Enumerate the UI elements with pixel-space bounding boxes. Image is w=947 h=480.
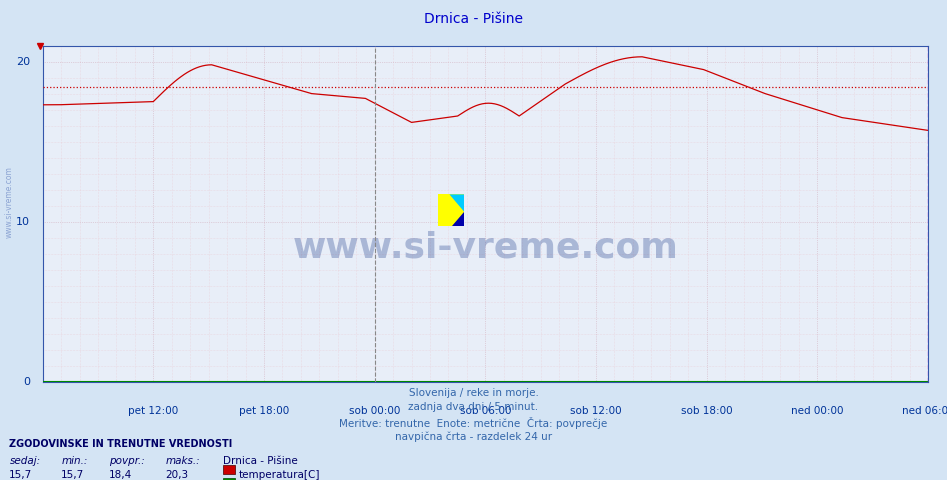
Text: min.:: min.:	[62, 456, 88, 467]
Text: Meritve: trenutne  Enote: metrične  Črta: povprečje: Meritve: trenutne Enote: metrične Črta: …	[339, 417, 608, 429]
Polygon shape	[450, 194, 464, 212]
Text: navpična črta - razdelek 24 ur: navpična črta - razdelek 24 ur	[395, 431, 552, 442]
Text: sob 12:00: sob 12:00	[570, 406, 622, 416]
Text: sob 06:00: sob 06:00	[459, 406, 511, 416]
Text: Drnica - Pišine: Drnica - Pišine	[424, 12, 523, 26]
Text: 20,3: 20,3	[166, 470, 188, 480]
Text: www.si-vreme.com: www.si-vreme.com	[293, 230, 678, 264]
Text: Drnica - Pišine: Drnica - Pišine	[223, 456, 297, 467]
Text: 20: 20	[16, 57, 30, 67]
Text: ned 00:00: ned 00:00	[791, 406, 844, 416]
Text: maks.:: maks.:	[166, 456, 201, 467]
Text: sob 00:00: sob 00:00	[348, 406, 401, 416]
Text: sedaj:: sedaj:	[9, 456, 41, 467]
Text: ZGODOVINSKE IN TRENUTNE VREDNOSTI: ZGODOVINSKE IN TRENUTNE VREDNOSTI	[9, 439, 233, 449]
Text: temperatura[C]: temperatura[C]	[239, 470, 320, 480]
Text: 15,7: 15,7	[62, 470, 84, 480]
Text: povpr.:: povpr.:	[109, 456, 145, 467]
Text: pet 18:00: pet 18:00	[239, 406, 289, 416]
Text: pet 12:00: pet 12:00	[128, 406, 178, 416]
Text: 0: 0	[24, 377, 30, 386]
Text: zadnja dva dni / 5 minut.: zadnja dva dni / 5 minut.	[408, 402, 539, 412]
Text: 10: 10	[16, 216, 30, 227]
Text: Slovenija / reke in morje.: Slovenija / reke in morje.	[408, 388, 539, 398]
Text: 18,4: 18,4	[109, 470, 132, 480]
Polygon shape	[452, 212, 464, 226]
Text: www.si-vreme.com: www.si-vreme.com	[5, 166, 14, 238]
Text: 15,7: 15,7	[9, 470, 32, 480]
Text: sob 18:00: sob 18:00	[681, 406, 733, 416]
Text: ned 06:00: ned 06:00	[902, 406, 947, 416]
